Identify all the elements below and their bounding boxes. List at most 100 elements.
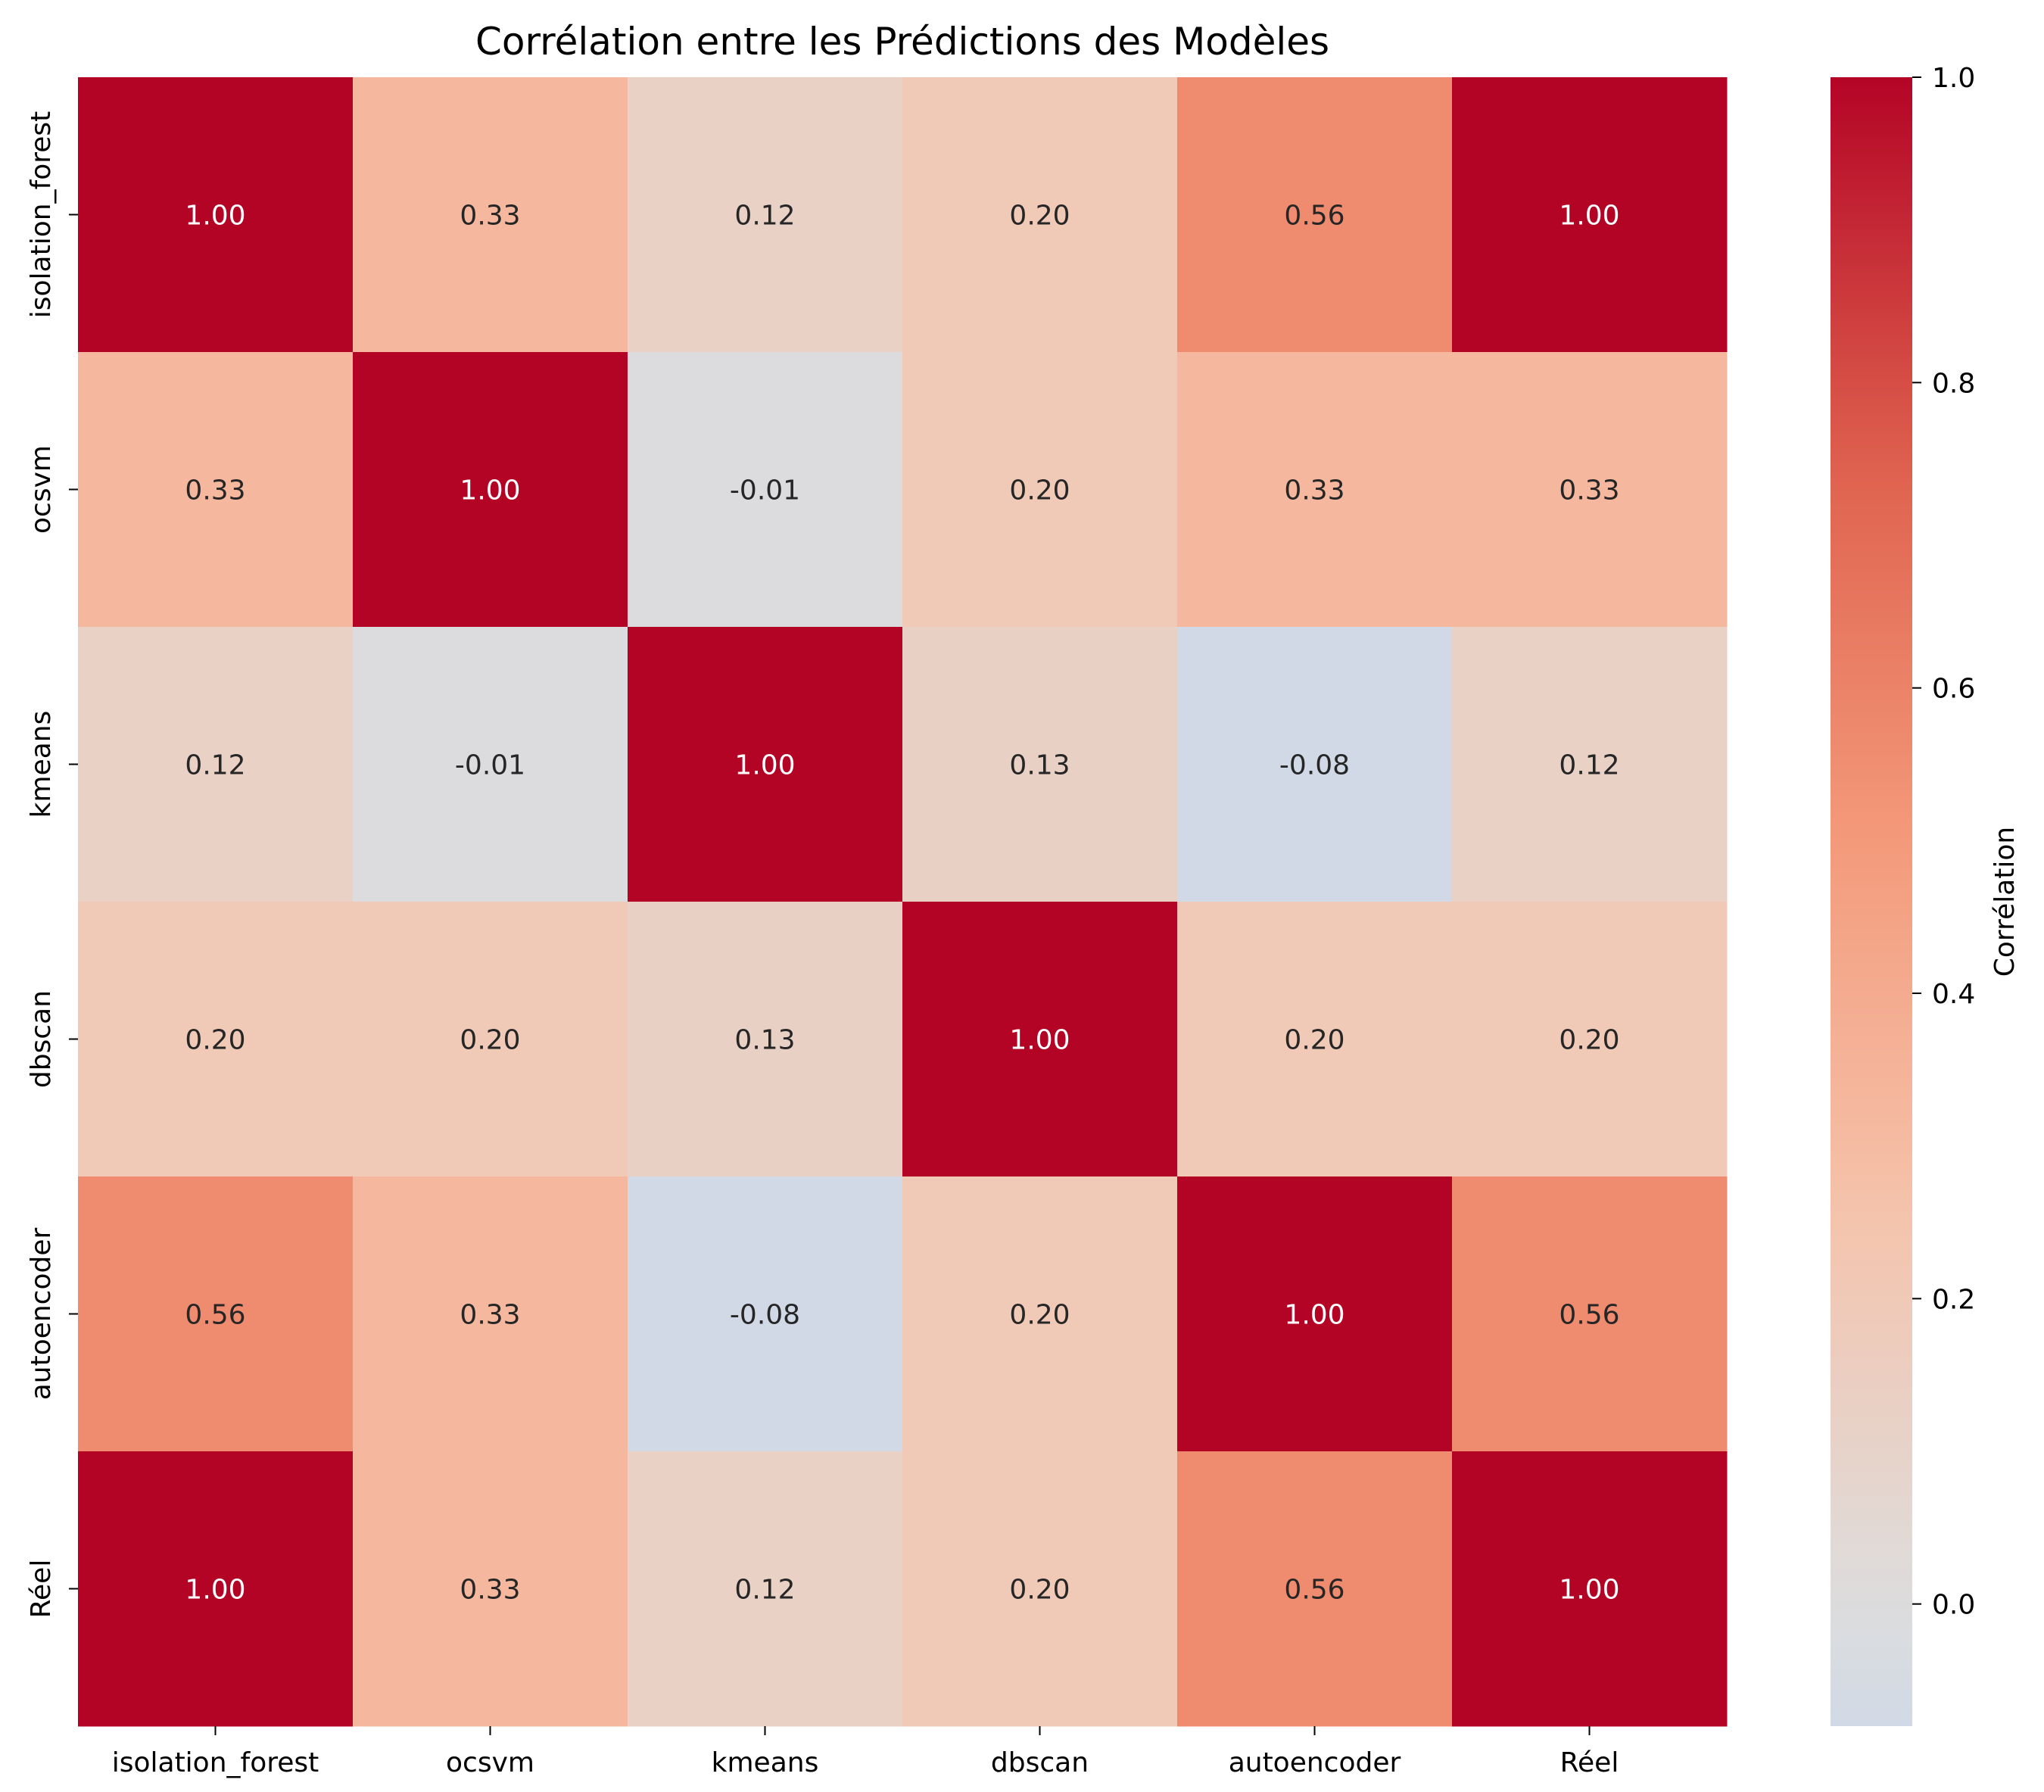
- cell-value-label: 0.12: [1559, 750, 1619, 781]
- y-tick-label: Réel: [26, 1560, 57, 1619]
- heatmap-cell: [1177, 902, 1453, 1177]
- cell-value-label: 0.12: [734, 201, 795, 232]
- cell-value-label: 0.56: [1284, 1575, 1344, 1606]
- cell-value-label: 0.12: [734, 1575, 795, 1606]
- heatmap-cell: [353, 352, 628, 628]
- heatmap-cell: [1452, 1176, 1728, 1452]
- heatmap-cell: [628, 902, 903, 1177]
- cell-value-label: 1.00: [1559, 201, 1619, 232]
- x-tick-label: dbscan: [991, 1747, 1089, 1778]
- y-tick-label: dbscan: [26, 990, 57, 1088]
- heatmap-cells: [78, 77, 1728, 1727]
- cell-value-label: -0.08: [730, 1300, 800, 1331]
- cell-value-label: 1.00: [1559, 1575, 1619, 1606]
- cell-value-label: 0.20: [1284, 1025, 1344, 1056]
- heatmap-cell: [1452, 352, 1728, 628]
- heatmap-cell: [353, 77, 628, 353]
- cell-value-label: 0.20: [1009, 475, 1070, 506]
- heatmap-cell: [902, 1451, 1178, 1727]
- cell-value-label: -0.01: [455, 750, 525, 781]
- cell-value-label: 0.33: [460, 201, 520, 232]
- x-tick-label: ocsvm: [446, 1747, 534, 1778]
- cell-value-label: 1.00: [185, 201, 245, 232]
- cell-value-label: -0.08: [1279, 750, 1350, 781]
- heatmap-cell: [78, 77, 354, 353]
- heatmap-cell: [1177, 1176, 1453, 1452]
- colorbar-ticks: 0.0 0.2 0.4 0.6 0.8 1.0: [1912, 63, 1975, 1621]
- cell-value-label: 0.33: [460, 1300, 520, 1331]
- heatmap-cell: [1177, 77, 1453, 353]
- heatmap-cell: [1452, 1451, 1728, 1727]
- heatmap-cell: [628, 77, 903, 353]
- heatmap-cell: [78, 627, 354, 902]
- cell-value-label: 0.33: [1559, 475, 1619, 506]
- cell-value-label: 0.12: [185, 750, 245, 781]
- heatmap-cell: [353, 902, 628, 1177]
- cell-value-label: 0.20: [1009, 1575, 1070, 1606]
- heatmap-cell: [1177, 627, 1453, 902]
- heatmap-cell: [902, 352, 1178, 628]
- y-tick-label: ocsvm: [26, 445, 57, 534]
- y-tick-label: autoencoder: [26, 1228, 57, 1401]
- heatmap-cell: [628, 627, 903, 902]
- heatmap-cell: [1452, 77, 1728, 353]
- cell-value-label: 0.13: [1009, 750, 1070, 781]
- colorbar-tick-label: 0.8: [1932, 368, 1975, 399]
- cell-value-label: 1.00: [1284, 1300, 1344, 1331]
- x-tick-label: Réel: [1560, 1747, 1619, 1778]
- cell-value-label: 0.13: [734, 1025, 795, 1056]
- cell-value-label: 0.20: [460, 1025, 520, 1056]
- heatmap-cell: [628, 1451, 903, 1727]
- x-tick-label: autoencoder: [1229, 1747, 1401, 1778]
- cell-value-label: 0.56: [1559, 1300, 1619, 1331]
- heatmap-cell: [1177, 1451, 1453, 1727]
- heatmap-cell: [902, 902, 1178, 1177]
- cell-value-label: 0.56: [1284, 201, 1344, 232]
- y-tick-label: kmeans: [26, 711, 57, 818]
- x-tick-label: isolation_forest: [112, 1747, 319, 1778]
- colorbar-label: Corrélation: [1989, 827, 2021, 977]
- heatmap-cell: [78, 1176, 354, 1452]
- cell-value-label: 0.20: [1009, 1300, 1070, 1331]
- heatmap-cell: [78, 902, 354, 1177]
- heatmap-cell: [78, 352, 354, 628]
- x-tick-label: kmeans: [712, 1747, 819, 1778]
- colorbar-tick-label: 0.0: [1932, 1590, 1975, 1621]
- cell-value-label: 1.00: [1009, 1025, 1070, 1056]
- heatmap-cell: [628, 352, 903, 628]
- chart-title: Corrélation entre les Prédictions des Mo…: [475, 20, 1329, 64]
- colorbar-tick-label: 0.6: [1932, 674, 1975, 705]
- heatmap-cell: [78, 1451, 354, 1727]
- colorbar-gradient: [1831, 77, 1912, 1726]
- heatmap-cell: [1177, 352, 1453, 628]
- x-axis: isolation_forest ocsvm kmeans dbscan autoenc…: [112, 1726, 1619, 1778]
- heatmap-cell: [628, 1176, 903, 1452]
- heatmap-cell: [1452, 902, 1728, 1177]
- cell-value-label: 1.00: [734, 750, 795, 781]
- cell-value-label: 0.33: [1284, 475, 1344, 506]
- heatmap-cell: [902, 77, 1178, 353]
- cell-value-label: -0.01: [730, 475, 800, 506]
- cell-value-label: 0.33: [185, 475, 245, 506]
- heatmap-cell: [902, 1176, 1178, 1452]
- cell-value-label: 1.00: [185, 1575, 245, 1606]
- heatmap-cell: [353, 627, 628, 902]
- cell-value-label: 0.20: [1559, 1025, 1619, 1056]
- heatmap-cell: [1452, 627, 1728, 902]
- cell-value-label: 0.20: [185, 1025, 245, 1056]
- cell-value-label: 0.56: [185, 1300, 245, 1331]
- colorbar-tick-label: 0.4: [1932, 979, 1975, 1010]
- colorbar-tick-label: 1.0: [1932, 63, 1975, 94]
- cell-value-label: 1.00: [460, 475, 520, 506]
- heatmap-cell: [902, 627, 1178, 902]
- heatmap-cell: [353, 1451, 628, 1727]
- heatmap-value-labels: 1.00 0.33 0.12 0.20 0.56 1.00 0.33 1.00 -0.01 0.2…: [185, 201, 1619, 1606]
- heatmap-cell: [353, 1176, 628, 1452]
- colorbar-tick-label: 0.2: [1932, 1284, 1975, 1315]
- cell-value-label: 0.20: [1009, 201, 1070, 232]
- y-tick-label: isolation_forest: [26, 111, 57, 319]
- colorbar: 0.0 0.2 0.4 0.6 0.8 1.0 Corrélation: [1831, 63, 2021, 1726]
- cell-value-label: 0.33: [460, 1575, 520, 1606]
